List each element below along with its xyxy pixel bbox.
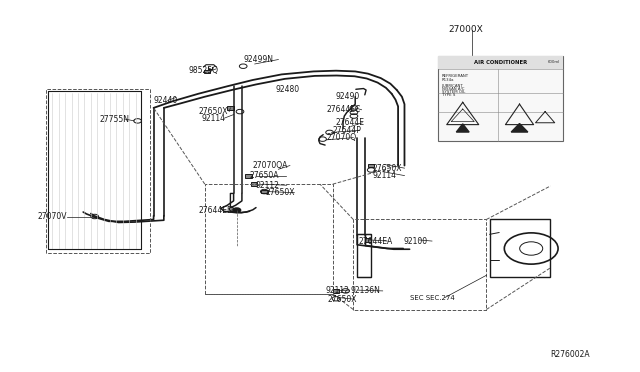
Text: NISSAN A/C: NISSAN A/C	[442, 87, 464, 92]
Text: 27000X: 27000X	[448, 25, 483, 34]
Text: TYPE S: TYPE S	[442, 93, 455, 97]
Text: 98525Q: 98525Q	[189, 66, 219, 75]
Text: 27644E: 27644E	[336, 118, 365, 127]
Text: 600ml: 600ml	[548, 61, 560, 64]
Polygon shape	[511, 124, 528, 132]
Text: 92136N: 92136N	[351, 286, 381, 295]
Text: 92112: 92112	[256, 181, 280, 190]
Bar	[438, 56, 563, 69]
Bar	[438, 56, 563, 141]
Text: 27644EC: 27644EC	[326, 105, 361, 114]
Text: 92112: 92112	[325, 286, 349, 295]
Text: 92114: 92114	[372, 171, 396, 180]
Text: 92480: 92480	[275, 85, 300, 94]
Bar	[204, 70, 210, 73]
Text: 92114: 92114	[202, 114, 226, 123]
Text: 92499N: 92499N	[243, 55, 273, 64]
Bar	[333, 289, 339, 293]
Text: 27650X: 27650X	[198, 107, 228, 116]
Text: 27650X: 27650X	[372, 164, 402, 173]
Bar	[490, 219, 550, 277]
Text: 92100: 92100	[403, 237, 428, 246]
Text: SEC SEC.274: SEC SEC.274	[410, 295, 454, 301]
Text: 92440: 92440	[154, 96, 178, 105]
Text: R276002A: R276002A	[550, 350, 590, 359]
Bar	[365, 238, 371, 242]
Text: AIR CONDITIONER: AIR CONDITIONER	[474, 60, 527, 65]
Text: 27650X: 27650X	[266, 188, 295, 197]
Text: 27070Q: 27070Q	[326, 133, 356, 142]
Text: 27070V: 27070V	[37, 212, 67, 221]
Bar	[251, 182, 257, 186]
Text: 27070QA: 27070QA	[253, 161, 288, 170]
Text: 27755N: 27755N	[99, 115, 129, 124]
Text: SYSTEM OIL: SYSTEM OIL	[442, 90, 465, 94]
Text: R134a: R134a	[442, 78, 454, 82]
Bar	[227, 106, 234, 110]
Circle shape	[233, 208, 241, 212]
Text: LUBRICANT: LUBRICANT	[442, 84, 463, 88]
Bar	[368, 164, 374, 167]
Bar	[245, 174, 252, 178]
Text: 27644ED: 27644ED	[198, 206, 233, 215]
Polygon shape	[456, 124, 469, 132]
Bar	[357, 234, 371, 277]
Text: 27644EA: 27644EA	[358, 237, 393, 246]
Text: REFRIGERANT: REFRIGERANT	[442, 74, 468, 78]
Text: 27644P: 27644P	[333, 126, 362, 135]
Bar	[261, 190, 268, 193]
Text: 27650X: 27650X	[328, 295, 357, 304]
Text: 92490: 92490	[336, 92, 360, 101]
Text: 27650A: 27650A	[250, 171, 279, 180]
